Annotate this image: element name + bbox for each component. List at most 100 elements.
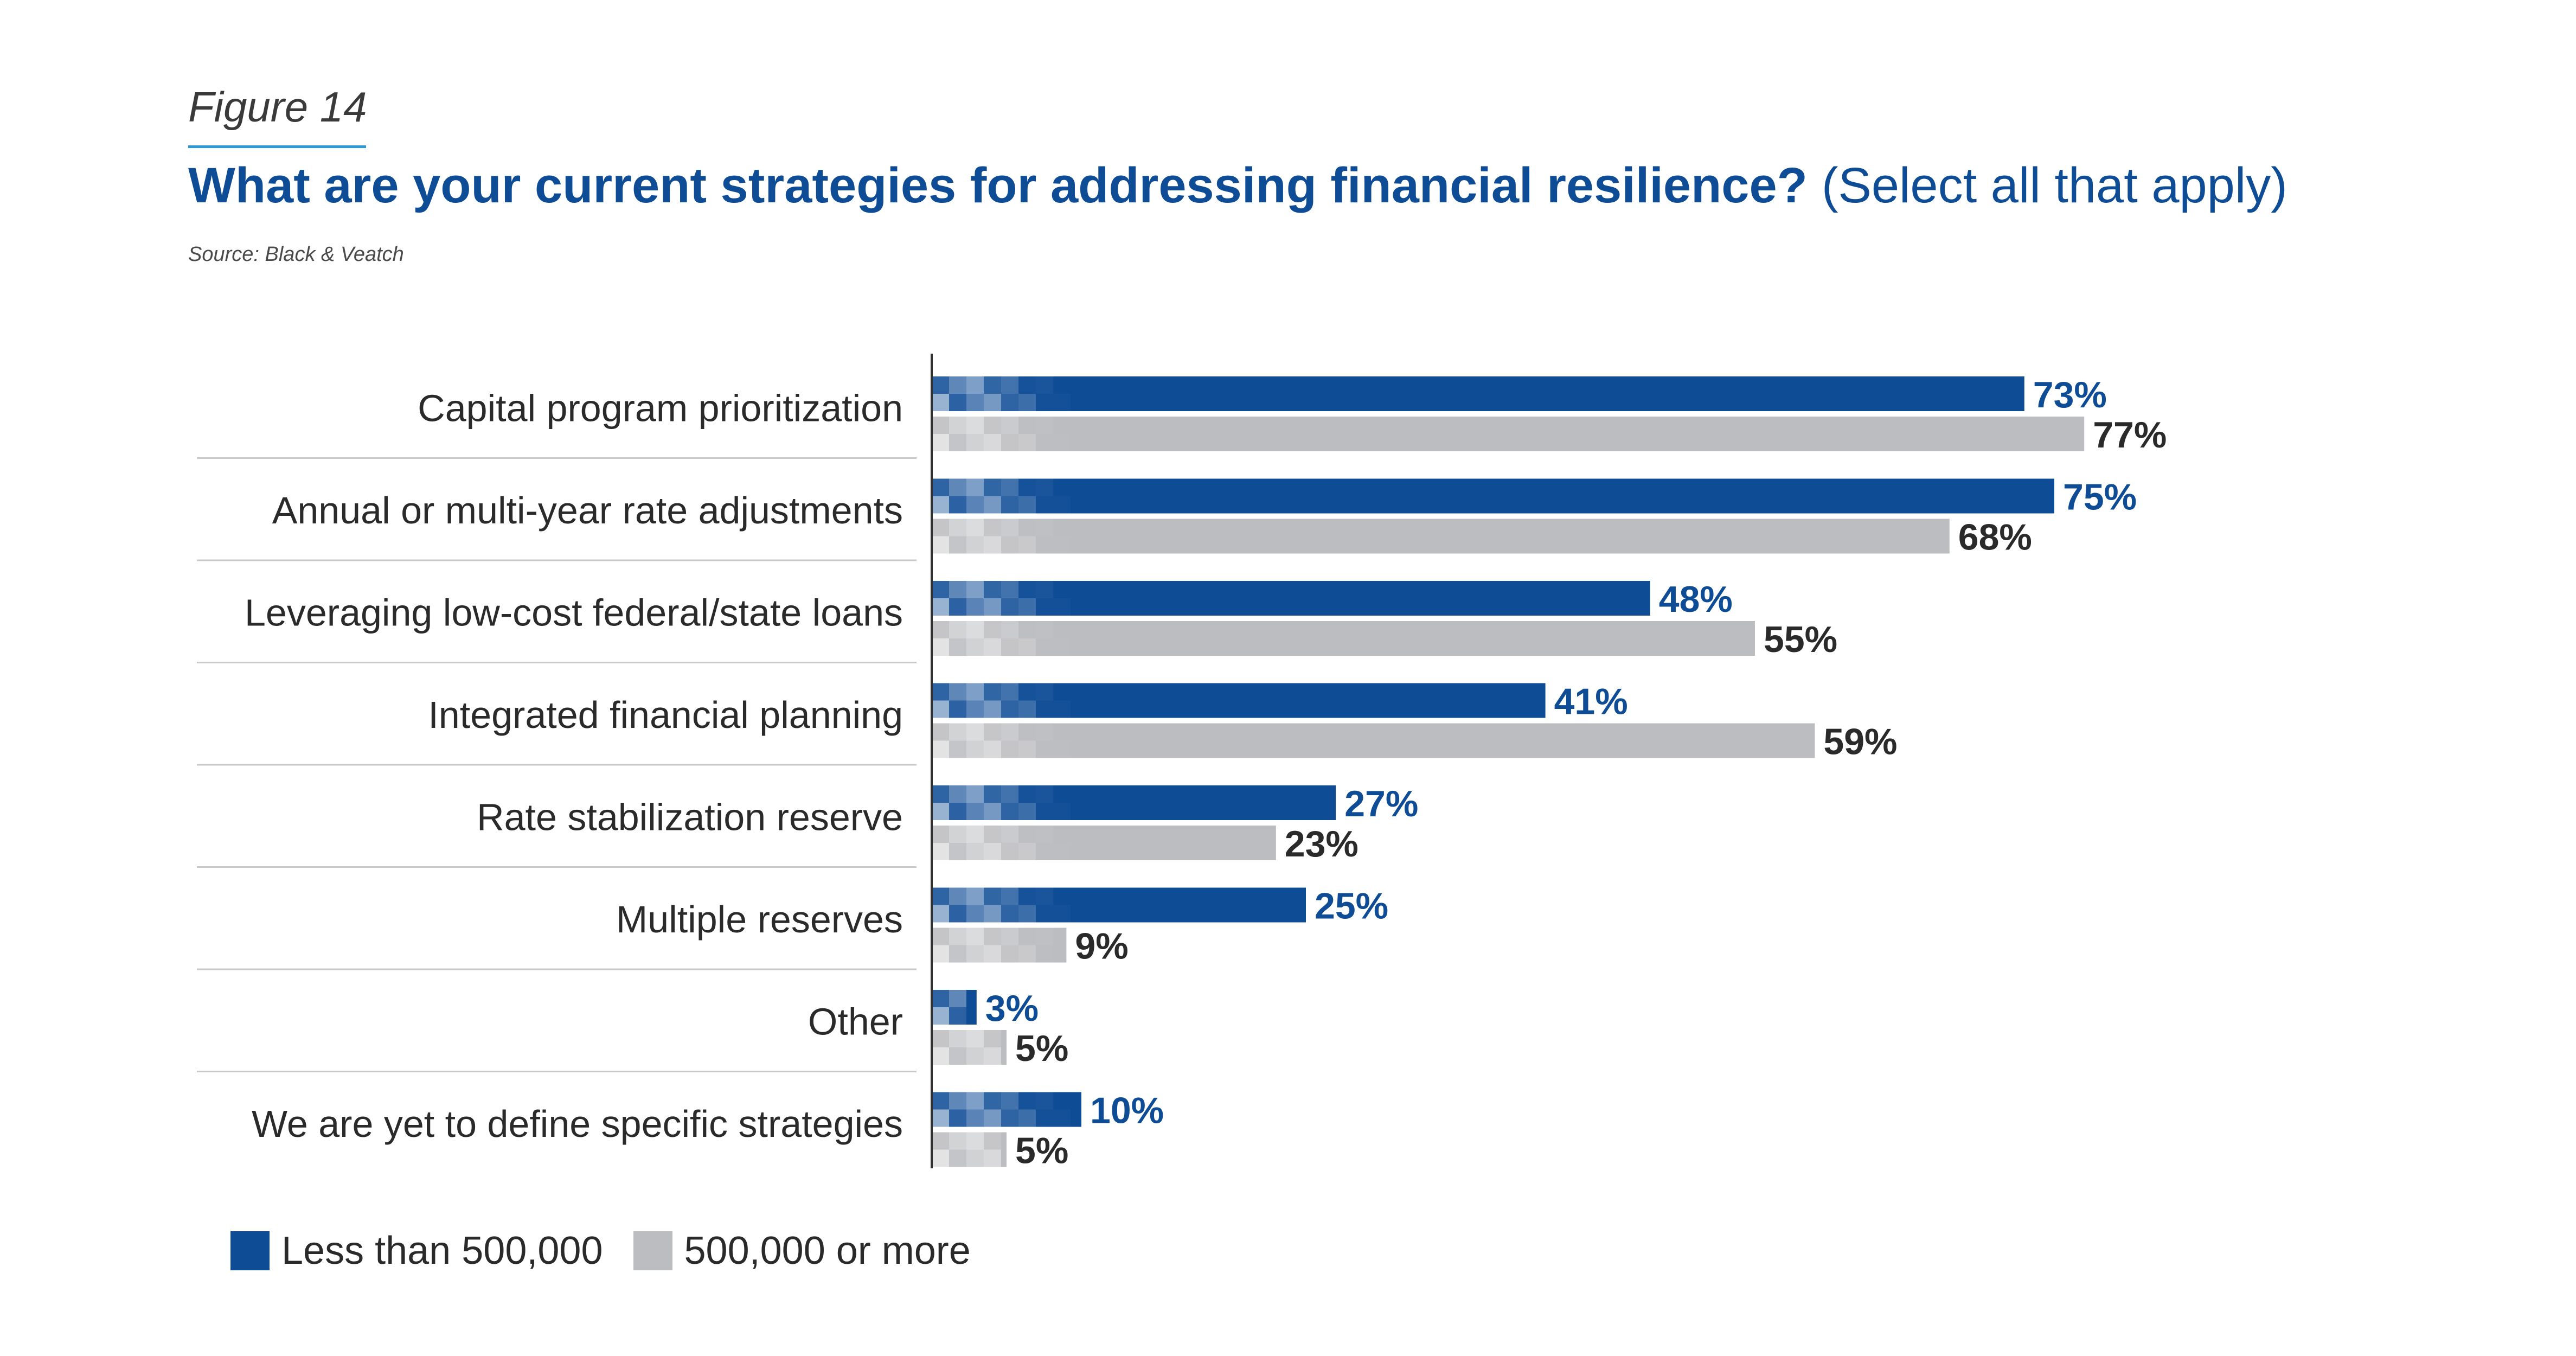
bar-texture-block-1	[984, 1092, 1001, 1110]
bar-texture-block-2	[1053, 724, 1071, 741]
bar-texture-block-2	[932, 826, 949, 843]
data-label: 75%	[2063, 477, 2137, 518]
bar-texture-block-2	[1018, 928, 1036, 945]
bar-texture-block-1	[1036, 598, 1053, 616]
legend-swatch-series-1	[230, 1231, 270, 1270]
bar-texture-block-1	[966, 478, 984, 496]
bar-texture-block-1	[932, 581, 949, 598]
bar-texture-block-2	[966, 740, 984, 758]
category-label: Rate stabilization reserve	[477, 796, 903, 838]
bar-texture-block-1	[949, 598, 966, 616]
bar-less-than-500000	[932, 478, 2054, 514]
bar-texture-block-2	[984, 1149, 1001, 1167]
bar-texture-block-1	[1053, 1110, 1071, 1127]
bar-texture-block-1	[1001, 905, 1018, 923]
bar-texture-block-1	[1036, 478, 1053, 496]
bar-texture-block-2	[1036, 843, 1053, 860]
chart-title: What are your current strategies for add…	[188, 158, 2287, 213]
figure-label: Figure 14	[188, 83, 367, 131]
bar-texture-block-1	[932, 1092, 949, 1110]
bar-texture-block-2	[949, 519, 966, 536]
legend: Less than 500,000 500,000 or more	[230, 1229, 1001, 1273]
bar-texture-block-1	[1036, 887, 1053, 905]
bar-texture-block-2	[966, 621, 984, 638]
bar-texture-block-1	[1036, 496, 1053, 514]
bar-texture-block-1	[932, 990, 949, 1007]
bar-texture-block-2	[932, 434, 949, 451]
data-label: 55%	[1764, 619, 1837, 660]
bar-texture-block-2	[1036, 621, 1053, 638]
bar-texture-block-1	[932, 478, 949, 496]
bar-texture-block-2	[949, 434, 966, 451]
bar-texture-block-1	[1036, 803, 1053, 820]
bar-less-than-500000	[932, 785, 1336, 820]
legend-label-series-1: Less than 500,000	[281, 1229, 603, 1272]
bar-texture-block-2	[1001, 638, 1018, 656]
bar-texture-block-2	[1018, 826, 1036, 843]
data-label: 59%	[1823, 721, 1897, 763]
bar-texture-block-2	[1053, 843, 1071, 860]
bar-texture-block-2	[1036, 519, 1053, 536]
bar-texture-block-1	[1001, 478, 1018, 496]
bar-texture-block-1	[949, 683, 966, 701]
bar-texture-block-1	[1053, 683, 1071, 701]
bar-texture-block-2	[984, 740, 1001, 758]
bar-texture-block-1	[1053, 496, 1071, 514]
bar-texture-block-1	[932, 496, 949, 514]
bar-texture-block-2	[949, 928, 966, 945]
bar-texture-block-2	[984, 519, 1001, 536]
bar-texture-block-2	[966, 826, 984, 843]
bar-texture-block-1	[966, 1092, 984, 1110]
bar-texture-block-1	[1053, 581, 1071, 598]
bar-texture-block-2	[966, 928, 984, 945]
bar-texture-block-1	[932, 1007, 949, 1025]
bar-texture-block-1	[949, 785, 966, 803]
bar-texture-block-1	[984, 376, 1001, 394]
bar-texture-block-1	[1036, 376, 1053, 394]
bar-texture-block-2	[984, 621, 1001, 638]
bar-texture-block-1	[1053, 905, 1071, 923]
bar-texture-block-1	[949, 394, 966, 411]
bar-texture-block-1	[932, 683, 949, 701]
bar-texture-block-2	[1036, 434, 1053, 451]
bar-texture-block-2	[1018, 638, 1036, 656]
bar-texture-block-2	[1018, 621, 1036, 638]
bar-texture-block-1	[966, 1109, 984, 1127]
category-label: Other	[808, 1000, 903, 1042]
bar-texture-block-2	[966, 1047, 984, 1065]
bar-texture-block-1	[1018, 905, 1036, 923]
bar-texture-block-2	[1018, 434, 1036, 451]
bar-texture-block-2	[966, 434, 984, 451]
bar-texture-block-2	[1036, 417, 1053, 434]
bar-texture-block-2	[1036, 826, 1053, 843]
bar-texture-block-1	[966, 785, 984, 803]
bar-500000-or-more	[932, 723, 1815, 758]
bar-texture-block-2	[984, 1030, 1001, 1047]
bar-texture-block-1	[1018, 803, 1036, 820]
bar-texture-block-1	[966, 803, 984, 820]
bar-texture-block-1	[1053, 598, 1071, 616]
bar-texture-block-2	[1053, 434, 1071, 451]
bar-texture-block-2	[949, 536, 966, 554]
bar-texture-block-2	[984, 723, 1001, 741]
bar-texture-block-2	[984, 417, 1001, 434]
bar-texture-block-2	[1001, 945, 1018, 963]
bar-texture-block-2	[1036, 945, 1053, 963]
bar-texture-block-2	[966, 536, 984, 554]
bar-texture-block-1	[949, 887, 966, 905]
bar-texture-block-1	[984, 1109, 1001, 1127]
bar-texture-block-2	[1001, 536, 1018, 554]
bar-texture-block-2	[932, 638, 949, 656]
bar-texture-block-1	[932, 598, 949, 616]
bar-texture-block-1	[1036, 581, 1053, 598]
bar-texture-block-2	[932, 1030, 949, 1047]
data-label: 5%	[1015, 1028, 1068, 1069]
bar-texture-block-1	[1036, 785, 1053, 803]
figure-label-underline	[188, 145, 366, 148]
bar-less-than-500000	[932, 581, 1650, 616]
bar-texture-block-2	[949, 1149, 966, 1167]
bar-texture-block-1	[966, 581, 984, 598]
bar-texture-block-1	[1018, 376, 1036, 394]
bar-texture-block-1	[949, 581, 966, 598]
bar-texture-block-1	[984, 478, 1001, 496]
